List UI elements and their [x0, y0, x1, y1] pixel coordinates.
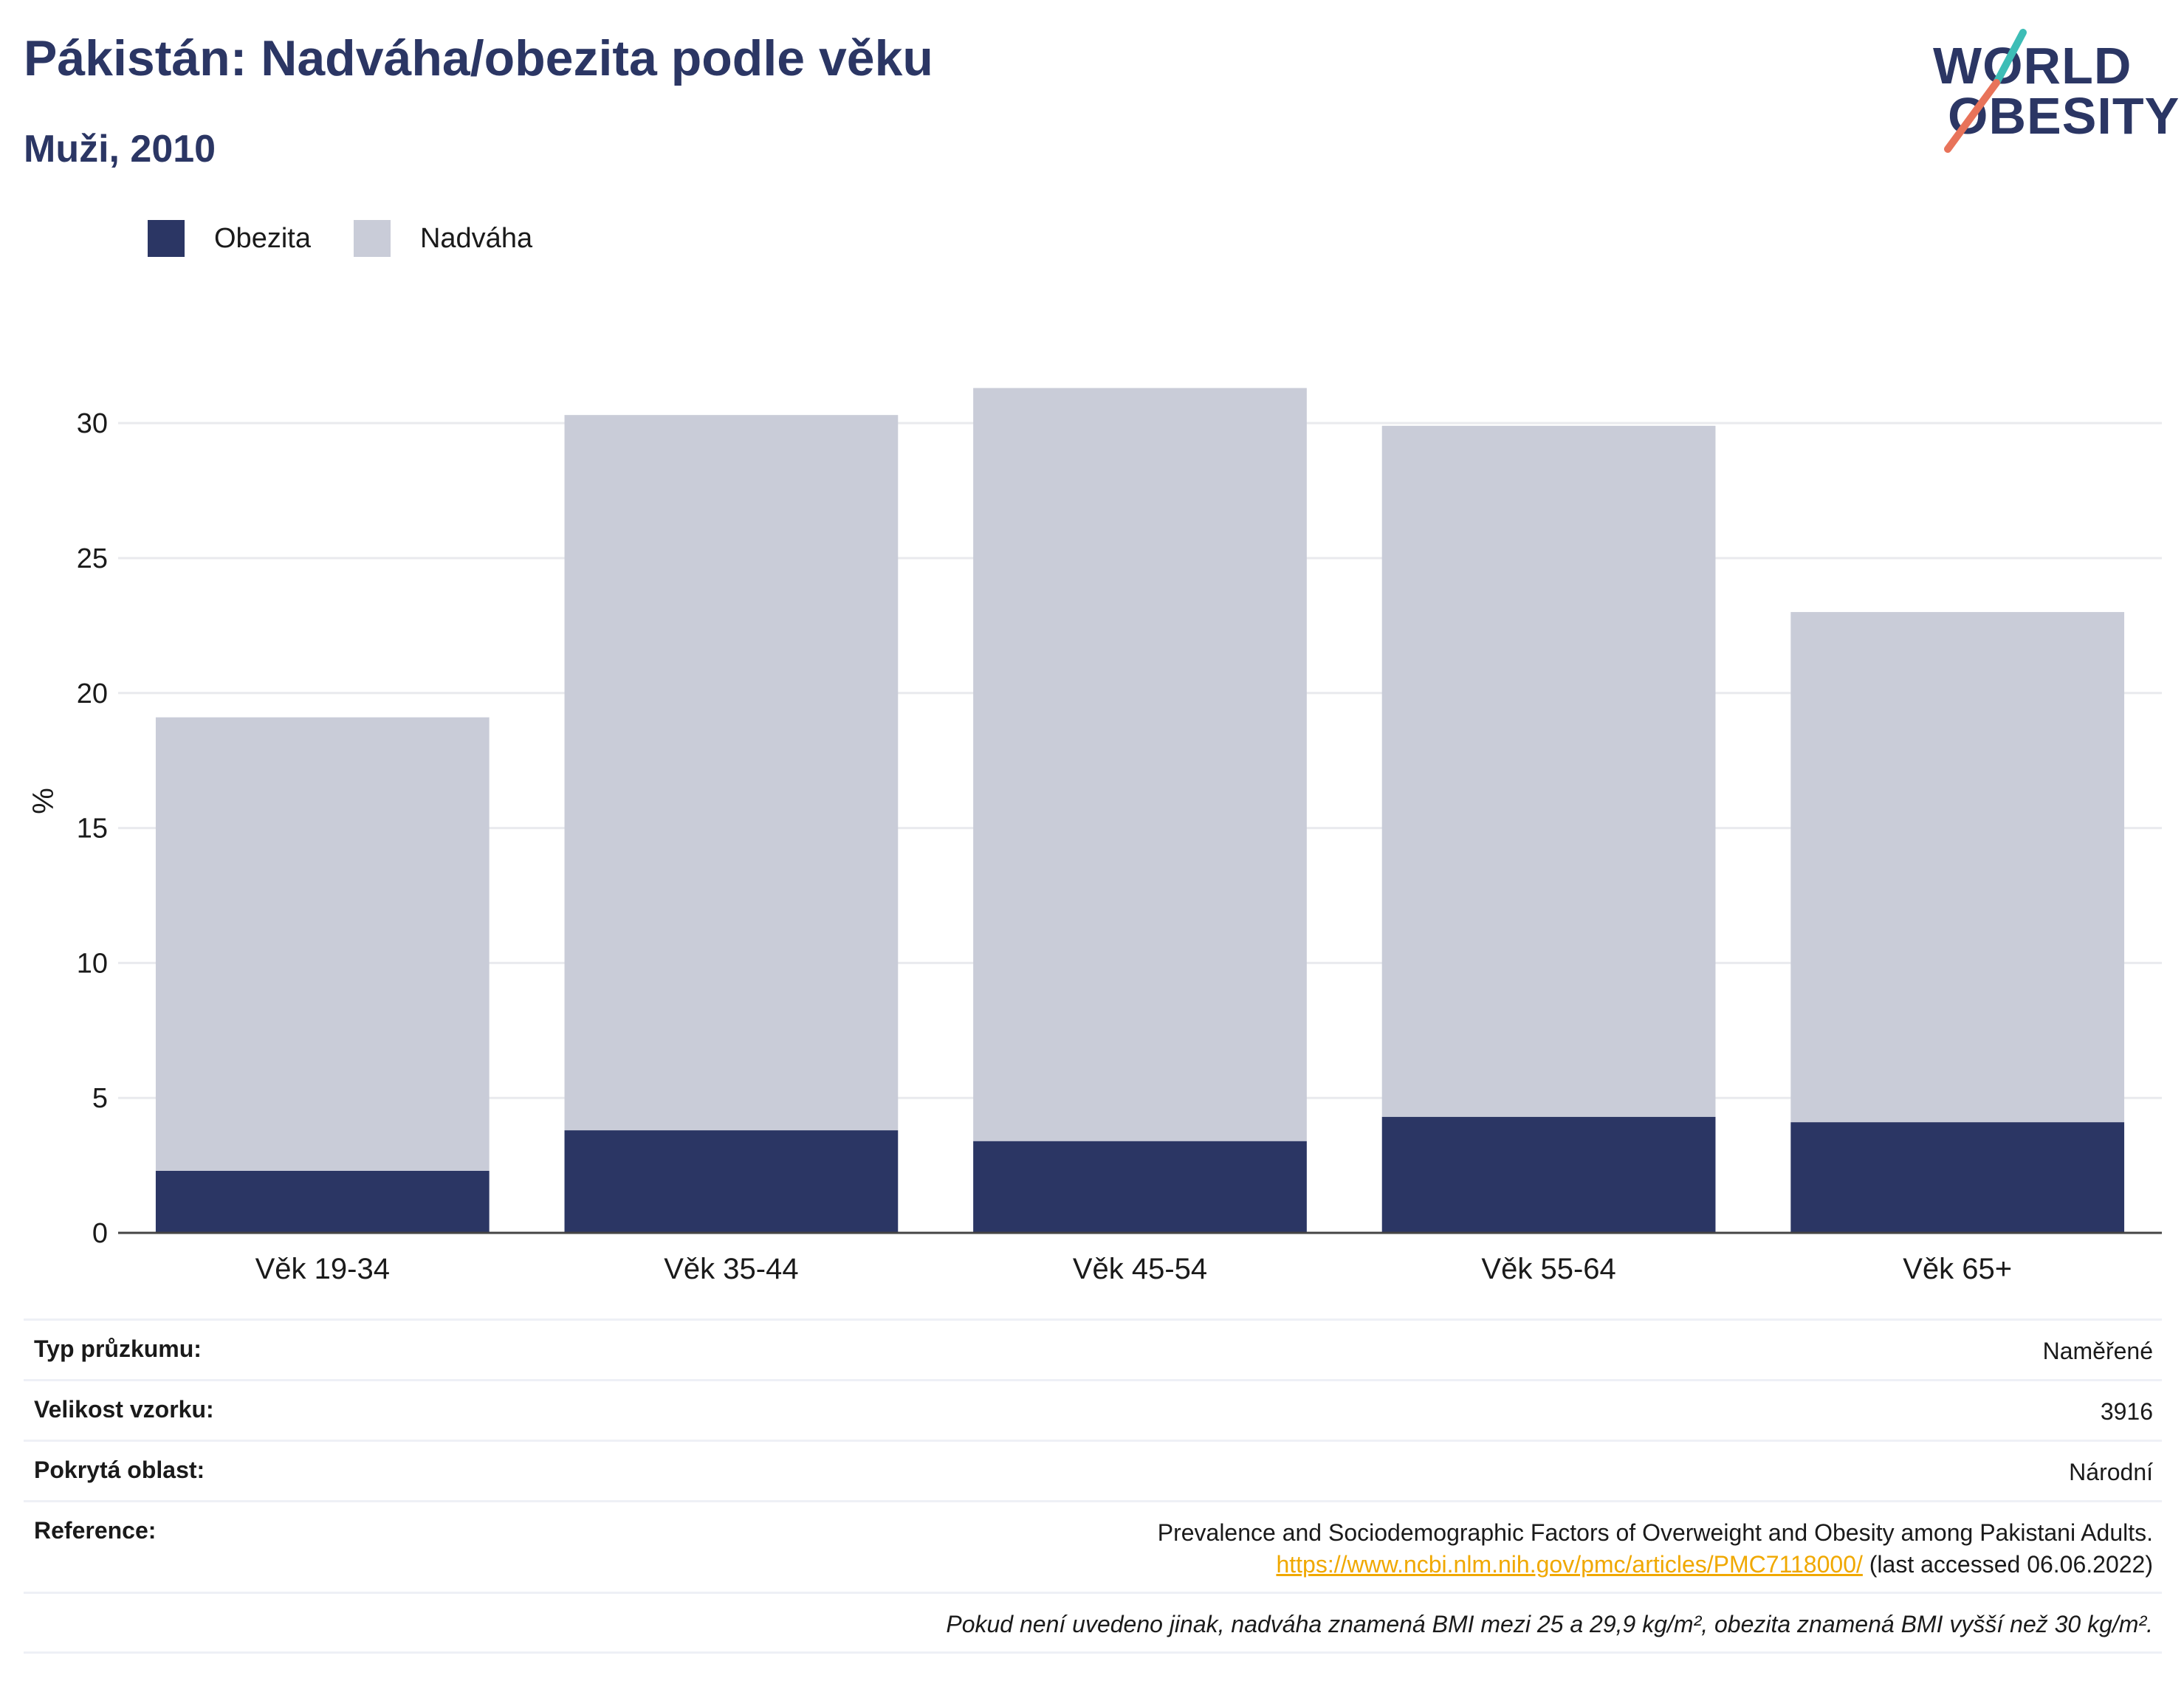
y-tick-label: 25	[77, 543, 108, 574]
legend-swatch-obezita	[148, 220, 185, 257]
info-row-coverage: Pokrytá oblast: Národní	[24, 1440, 2162, 1500]
y-tick-label: 20	[77, 678, 108, 709]
bmi-definition-note: Pokud není uvedeno jinak, nadváha znamen…	[946, 1611, 2153, 1637]
bar-obezita	[564, 1130, 899, 1233]
reference-accessed: (last accessed 06.06.2022)	[1862, 1551, 2153, 1578]
y-tick-label: 15	[77, 814, 108, 845]
bar-nadvaha	[155, 717, 490, 1171]
legend-item-obezita: Obezita	[148, 220, 311, 257]
coverage-label: Pokrytá oblast:	[34, 1457, 205, 1483]
bar-nadvaha	[564, 415, 899, 1131]
world-obesity-logo: WORLD OBESITY	[1920, 22, 2179, 155]
logo-slash-icon	[1944, 29, 2027, 153]
y-tick-label: 10	[77, 948, 108, 979]
y-tick-label: 30	[77, 408, 108, 439]
y-tick-label: 5	[92, 1083, 108, 1114]
info-row-survey-type: Typ průzkumu: Naměřené	[24, 1318, 2162, 1379]
x-tick-label: Věk 35-44	[664, 1253, 798, 1285]
bar-obezita	[1381, 1116, 1716, 1233]
legend-item-nadvaha: Nadváha	[353, 220, 533, 257]
legend-swatch-nadvaha	[353, 220, 391, 257]
reference-text: Prevalence and Sociodemographic Factors …	[1157, 1519, 2153, 1546]
info-row-reference: Reference: Prevalence and Sociodemograph…	[24, 1500, 2162, 1592]
x-tick-label: Věk 45-54	[1073, 1253, 1207, 1285]
x-tick-label: Věk 19-34	[255, 1253, 390, 1285]
bar-nadvaha	[973, 388, 1307, 1141]
y-axis-label: %	[27, 788, 60, 814]
survey-type-value: Naměřené	[2042, 1338, 2153, 1364]
sample-size-value: 3916	[2100, 1398, 2153, 1425]
y-tick-label: 0	[92, 1218, 108, 1249]
chart-legend: Obezita Nadváha	[148, 220, 575, 257]
bar-nadvaha	[1381, 425, 1716, 1117]
survey-info-table: Typ průzkumu: Naměřené Velikost vzorku: …	[24, 1318, 2162, 1654]
bar-obezita	[1790, 1122, 2125, 1233]
legend-label-nadvaha: Nadváha	[419, 222, 533, 254]
info-row-sample-size: Velikost vzorku: 3916	[24, 1379, 2162, 1440]
survey-type-label: Typ průzkumu:	[34, 1335, 202, 1362]
reference-link-line: https://www.ncbi.nlm.nih.gov/pmc/article…	[1158, 1549, 2153, 1581]
reference-link[interactable]: https://www.ncbi.nlm.nih.gov/pmc/article…	[1276, 1551, 1863, 1578]
logo-text-world: WORLD	[1933, 37, 2132, 94]
x-tick-label: Věk 65+	[1903, 1253, 2012, 1285]
legend-label-obezita: Obezita	[214, 222, 311, 254]
bar-chart: 0 5 10 15 20 25 30% Věk 19-34 Věk 35-44 Věk 45-54…	[27, 388, 2162, 1285]
reference-label: Reference:	[34, 1517, 157, 1544]
sample-size-label: Velikost vzorku:	[34, 1396, 214, 1423]
bar-obezita	[973, 1141, 1307, 1233]
reference-value: Prevalence and Sociodemographic Factors …	[1158, 1517, 2153, 1581]
bar-nadvaha	[1790, 612, 2125, 1123]
bar-obezita	[155, 1170, 490, 1233]
page-title: Pákistán: Nadváha/obezita podle věku	[24, 30, 933, 86]
coverage-value: Národní	[2069, 1459, 2153, 1485]
info-row-note: Pokud není uvedeno jinak, nadváha znamen…	[24, 1592, 2162, 1654]
page-subtitle: Muži, 2010	[24, 128, 216, 171]
x-tick-label: Věk 55-64	[1481, 1253, 1615, 1285]
